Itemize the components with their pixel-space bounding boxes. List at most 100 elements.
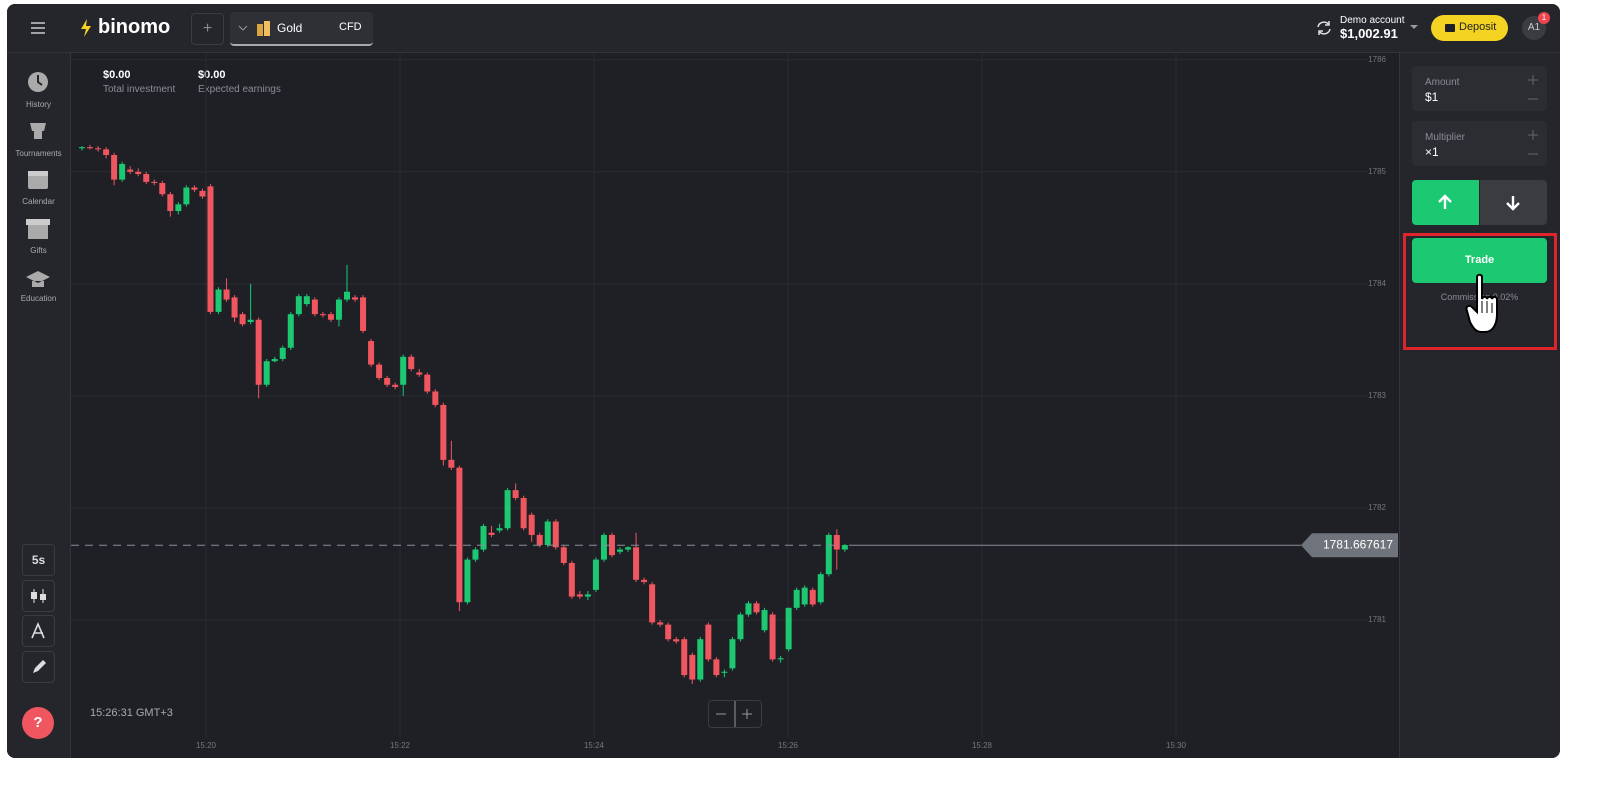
y-tick-label: 1786 xyxy=(1368,55,1386,64)
candle-body xyxy=(657,622,664,625)
candle-body xyxy=(127,169,134,172)
candle-body xyxy=(335,299,342,320)
candle-body xyxy=(384,378,391,385)
candle-body xyxy=(584,594,591,597)
candle-body xyxy=(111,154,118,180)
stepper-icons[interactable] xyxy=(1525,72,1541,162)
candle-body xyxy=(592,559,599,590)
candle-body xyxy=(737,614,744,640)
gold-icon xyxy=(257,21,270,36)
candle-body xyxy=(464,559,471,603)
multiplier-input[interactable] xyxy=(1412,121,1547,166)
candle-body xyxy=(247,319,254,322)
candle-body xyxy=(255,319,262,385)
candle-body xyxy=(143,174,150,182)
candle-body xyxy=(376,364,383,379)
candle-body xyxy=(95,148,102,150)
sidebar-item[interactable]: Tournaments xyxy=(15,148,62,158)
candle-body xyxy=(432,391,439,405)
candle-body xyxy=(175,204,182,212)
candle-body xyxy=(705,624,712,660)
candle-body xyxy=(809,589,816,605)
candle-body xyxy=(560,547,567,563)
amount-value[interactable]: $1 xyxy=(1425,90,1439,104)
timeframe-button[interactable]: 5s xyxy=(22,544,55,576)
candle-body xyxy=(649,584,656,623)
candle-body xyxy=(271,358,278,362)
candle-body xyxy=(681,639,688,676)
account-caret[interactable] xyxy=(1409,24,1419,32)
clock: 15:26:31 GMT+3 xyxy=(90,707,173,719)
candle-body xyxy=(673,639,680,642)
candle-body xyxy=(239,314,246,325)
candle-body xyxy=(368,341,375,365)
wallet-icon xyxy=(1445,24,1455,32)
y-tick-label: 1781 xyxy=(1368,615,1386,624)
candle-body xyxy=(496,528,503,531)
zoom-controls[interactable] xyxy=(708,700,762,728)
candle-body xyxy=(87,147,94,149)
candle-body xyxy=(528,514,535,535)
sidebar-item[interactable]: Education xyxy=(20,294,57,303)
menu-icon[interactable] xyxy=(29,20,47,36)
y-tick-label: 1783 xyxy=(1368,391,1386,400)
candle-body xyxy=(769,614,776,660)
sidebar-item[interactable]: Gifts xyxy=(30,245,47,255)
candle-body xyxy=(480,525,487,550)
sidebar-item[interactable]: History xyxy=(26,100,51,109)
price-label: 1781.667617 xyxy=(1323,537,1393,551)
x-tick-label: 15:24 xyxy=(584,741,605,750)
total-investment-value: $0.00 xyxy=(103,69,131,81)
sidebar-item[interactable]: Calendar xyxy=(22,197,55,206)
candle-body xyxy=(568,562,575,597)
candle-body xyxy=(713,659,720,676)
y-tick-label: 1785 xyxy=(1368,167,1386,176)
candle-body xyxy=(600,534,607,560)
asset-tab[interactable] xyxy=(230,12,373,46)
multiplier-label: Multiplier xyxy=(1425,132,1466,143)
deposit-button[interactable] xyxy=(1431,15,1508,41)
notification-badge: 1 xyxy=(1538,12,1550,24)
candle-body xyxy=(841,545,848,550)
candle-body xyxy=(504,490,511,529)
help-button[interactable]: ? xyxy=(22,707,54,739)
chart-type-button[interactable] xyxy=(22,580,55,612)
add-tab[interactable]: + xyxy=(191,13,224,45)
candle-body xyxy=(392,384,399,388)
candle-body xyxy=(689,654,696,680)
sync-icon[interactable] xyxy=(1315,19,1333,37)
candle-body xyxy=(633,547,640,580)
balance[interactable]: $1,002.91 xyxy=(1340,26,1398,41)
candle-body xyxy=(777,658,784,660)
candle-body xyxy=(103,149,110,155)
candle-body xyxy=(360,297,367,331)
candle-body xyxy=(119,163,126,180)
candle-body xyxy=(625,547,632,550)
candle-body xyxy=(833,534,840,550)
candle-body xyxy=(159,183,166,195)
chevron xyxy=(238,25,248,31)
candle-body xyxy=(135,171,142,175)
candle-body xyxy=(448,459,455,468)
candle-body xyxy=(440,404,447,460)
total-investment-label: Total investment xyxy=(103,84,176,95)
candle-body xyxy=(520,497,527,529)
candle-body xyxy=(183,187,190,205)
down-button[interactable] xyxy=(1480,180,1547,225)
highlight-box xyxy=(1403,233,1557,350)
candle-body xyxy=(753,603,760,613)
candle-body xyxy=(801,587,808,605)
candle-body xyxy=(817,574,824,603)
x-tick-label: 15:26 xyxy=(778,741,799,750)
candle-body xyxy=(785,607,792,650)
logo[interactable]: binomo xyxy=(98,16,171,38)
indicators-button[interactable] xyxy=(22,615,55,647)
amount-input[interactable] xyxy=(1412,66,1547,111)
y-tick-label: 1782 xyxy=(1368,503,1386,512)
multiplier-value[interactable]: ×1 xyxy=(1425,145,1439,159)
expected-earnings-label: Expected earnings xyxy=(198,84,281,95)
deposit-label[interactable]: Deposit xyxy=(1459,21,1497,33)
drawing-button[interactable] xyxy=(22,651,55,683)
up-button[interactable] xyxy=(1412,180,1479,225)
candle-body xyxy=(327,314,334,320)
